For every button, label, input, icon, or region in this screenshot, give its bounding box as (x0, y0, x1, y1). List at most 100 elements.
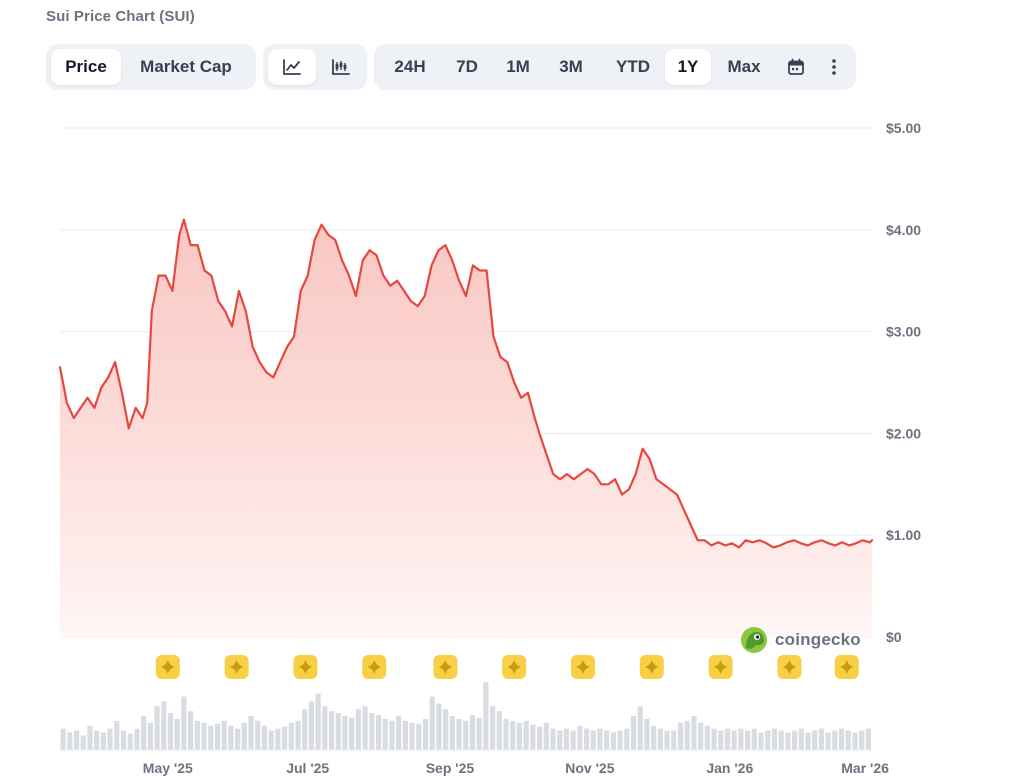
volume-bar (107, 728, 113, 750)
volume-bar (530, 724, 536, 750)
volume-bar (288, 722, 294, 750)
volume-bar (483, 682, 489, 750)
y-tick-label: $0 (886, 629, 902, 645)
range-1y-button[interactable]: 1Y (665, 49, 711, 85)
page-title: Sui Price Chart (SUI) (46, 8, 195, 25)
volume-bar (402, 720, 408, 750)
volume-bar (624, 728, 630, 750)
volume-bar (469, 715, 476, 750)
y-tick-label: $3.00 (886, 324, 921, 340)
volume-bar (87, 725, 93, 750)
volume-bar (328, 711, 335, 750)
y-tick-label: $5.00 (886, 120, 921, 136)
volume-bar (610, 732, 616, 750)
volume-bar (322, 706, 328, 750)
volume-bar (731, 730, 737, 750)
event-marker-icon[interactable] (834, 655, 859, 679)
volume-bar (798, 728, 804, 750)
volume-bar (463, 720, 469, 750)
volume-bar (416, 723, 422, 750)
volume-bar (429, 696, 435, 750)
candlestick-chart-button[interactable] (318, 49, 364, 85)
event-marker-icon[interactable] (155, 655, 180, 679)
volume-bar (671, 730, 677, 750)
volume-bar (597, 728, 603, 750)
volume-bar (677, 722, 684, 750)
volume-bar (536, 726, 543, 750)
price-line (58, 218, 874, 549)
volume-bar (785, 732, 791, 750)
volume-bar (557, 730, 563, 750)
volume-bar (718, 730, 724, 750)
volume-bar (362, 706, 368, 750)
volume-bar (127, 733, 133, 750)
volume-bar (771, 728, 778, 750)
volume-bar (60, 728, 66, 750)
volume-bar (704, 725, 710, 750)
event-marker-sparkle (229, 660, 244, 674)
range-3m-button[interactable]: 3M (559, 57, 583, 76)
volume-bar (543, 722, 549, 750)
volume-bar (181, 696, 187, 750)
volume-bar (698, 722, 704, 750)
volume-bar (349, 717, 355, 750)
volume-bar (604, 730, 610, 750)
volume-bar (436, 703, 442, 750)
more-options-button[interactable] (818, 49, 850, 85)
line-chart-button[interactable] (268, 49, 316, 85)
event-marker-icon[interactable] (293, 655, 318, 679)
volume-bar (228, 725, 234, 750)
volume-bar (583, 728, 590, 750)
event-marker-sparkle (713, 660, 728, 674)
event-marker-icon[interactable] (224, 655, 249, 679)
calendar-button[interactable] (778, 49, 814, 85)
range-7d-button[interactable]: 7D (456, 57, 478, 76)
volume-bar (241, 722, 247, 750)
volume-bar (120, 730, 127, 750)
volume-bar (208, 725, 214, 750)
volume-bar (443, 709, 449, 750)
volume-bar (141, 716, 147, 750)
volume-bar (389, 720, 395, 750)
range-1m-button[interactable]: 1M (506, 57, 530, 76)
volume-bar (94, 730, 100, 750)
volume-bar (100, 732, 106, 750)
volume-bar (758, 732, 764, 750)
volume-bar (550, 728, 556, 750)
volume-bar (375, 715, 382, 750)
volume-bar (765, 730, 771, 750)
volume-bar (308, 701, 315, 750)
line-chart-icon (283, 59, 301, 75)
event-marker-icon[interactable] (502, 655, 527, 679)
volume-bar (114, 720, 120, 750)
event-marker-icon[interactable] (433, 655, 458, 679)
range-ytd-button[interactable]: YTD (616, 57, 650, 76)
tab-price[interactable]: Price (51, 49, 121, 85)
event-marker-sparkle (782, 660, 797, 674)
event-marker-sparkle (644, 660, 659, 674)
event-marker-icon[interactable] (639, 655, 664, 679)
volume-bar (724, 728, 731, 750)
range-max-button[interactable]: Max (727, 57, 761, 76)
chart-type-toggle (263, 44, 367, 90)
volume-bar (221, 720, 227, 750)
event-marker-icon[interactable] (362, 655, 387, 679)
event-marker-icon[interactable] (570, 655, 595, 679)
event-marker-icon[interactable] (777, 655, 802, 679)
more-vertical-icon (832, 59, 836, 75)
coingecko-watermark: coingecko (740, 623, 861, 657)
volume-bar (234, 728, 241, 750)
range-24h-button[interactable]: 24H (394, 57, 426, 76)
event-marker-icon[interactable] (708, 655, 733, 679)
volume-bar (355, 709, 361, 750)
y-tick-label: $2.00 (886, 425, 921, 441)
volume-bar (859, 730, 865, 750)
volume-bar (644, 718, 650, 750)
x-tick-label: Mar '26 (841, 760, 889, 776)
tab-market-cap[interactable]: Market Cap (140, 57, 232, 76)
range-selector: 24H 7D 1M 3M YTD 1Y Max (374, 44, 856, 90)
volume-bar (617, 730, 623, 750)
volume-bar (838, 728, 845, 750)
event-marker-sparkle (575, 660, 590, 674)
